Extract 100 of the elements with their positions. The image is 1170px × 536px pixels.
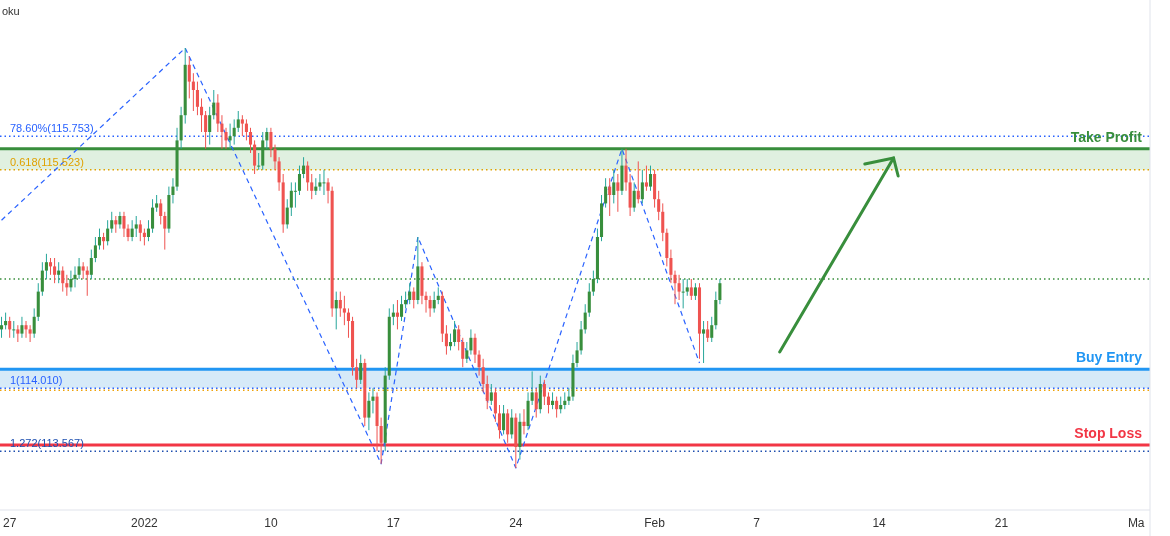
candlestick	[16, 324, 20, 343]
candlestick	[542, 379, 546, 406]
annotation: 1(114.010)	[10, 374, 63, 387]
x-tick-label: 7	[753, 516, 761, 530]
x-tick-label: 10	[264, 516, 278, 530]
annotation: 0.618(115.523)	[10, 155, 84, 168]
candlestick	[636, 160, 640, 204]
candlestick	[648, 165, 653, 192]
candlestick	[555, 396, 559, 419]
candlestick	[118, 211, 122, 230]
candlestick	[285, 198, 289, 230]
candlestick	[269, 127, 273, 158]
candlestick	[322, 169, 326, 196]
candlestick	[608, 177, 612, 217]
x-tick-label: Feb	[644, 516, 666, 530]
candlestick	[232, 118, 236, 146]
candlestick	[122, 211, 126, 238]
candlestick	[367, 391, 371, 431]
candlestick	[151, 198, 155, 234]
ref-line-label: Buy Entry	[1075, 349, 1143, 366]
annotation: 78.60%(115.753)	[10, 122, 94, 135]
candlestick	[106, 219, 110, 246]
candlestick	[138, 219, 142, 242]
candlestick	[412, 286, 416, 309]
candlestick	[0, 316, 4, 339]
candlestick	[657, 190, 661, 221]
x-tick-label: 17	[386, 516, 401, 530]
candlestick	[497, 404, 502, 440]
candlestick	[689, 278, 693, 301]
candlestick	[469, 328, 473, 356]
candlestick	[8, 316, 12, 339]
candlestick	[444, 324, 448, 356]
candlestick	[408, 282, 412, 305]
candlestick	[236, 110, 240, 133]
candlestick	[534, 387, 538, 419]
candlestick	[583, 303, 587, 335]
candlestick	[632, 181, 636, 213]
candlestick	[289, 181, 293, 217]
candlestick	[612, 169, 616, 204]
candlestick	[195, 81, 199, 116]
candlestick	[200, 97, 204, 133]
candlestick	[306, 160, 310, 192]
candlestick	[604, 177, 608, 209]
candlestick	[163, 211, 167, 251]
ref-line-label: Take Profit	[1070, 128, 1143, 145]
candlestick	[110, 211, 114, 234]
candlestick	[244, 118, 248, 141]
candlestick	[391, 303, 395, 326]
candlestick	[53, 257, 57, 284]
x-tick-label: 2022	[131, 516, 159, 530]
candlestick	[489, 383, 493, 406]
x-tick-label: 21	[994, 516, 1009, 530]
candlestick	[65, 274, 69, 297]
candlestick	[546, 391, 550, 414]
candlestick	[485, 375, 489, 410]
candlestick	[616, 173, 620, 213]
candlestick	[522, 408, 526, 435]
candlestick	[208, 106, 212, 146]
candlestick	[293, 181, 297, 209]
candlestick	[702, 320, 706, 364]
x-tick-label: 27	[3, 516, 17, 530]
candlestick	[310, 173, 314, 200]
candlestick	[644, 165, 648, 192]
candlestick	[400, 295, 404, 322]
candlestick	[61, 265, 65, 293]
candlestick	[338, 291, 342, 318]
candlestick	[248, 127, 253, 154]
candlestick	[146, 219, 150, 242]
candlestick	[510, 408, 514, 440]
candlestick	[461, 337, 465, 368]
candlestick	[457, 324, 461, 351]
ref-line-label: Stop Loss	[1074, 424, 1143, 441]
candlestick	[342, 295, 346, 326]
candlestick	[428, 295, 432, 318]
candlestick	[12, 320, 16, 339]
candlestick	[134, 215, 138, 238]
candlestick	[710, 316, 714, 343]
x-tick-label: 24	[509, 516, 523, 530]
candlestick	[706, 320, 710, 343]
candlestick	[216, 93, 220, 133]
candlestick	[28, 324, 32, 343]
candlestick	[302, 156, 306, 179]
candlestick	[506, 408, 510, 444]
candlestick	[334, 291, 338, 330]
candlestick	[240, 114, 244, 137]
candlestick	[395, 299, 399, 330]
candlestick	[212, 89, 216, 120]
candlestick	[355, 358, 359, 389]
candlestick	[85, 265, 89, 297]
candlestick	[661, 202, 665, 242]
candlestick	[191, 72, 195, 112]
candlestick	[346, 307, 350, 339]
candlestick	[24, 320, 28, 339]
candlestick	[257, 152, 261, 171]
candlestick	[159, 198, 163, 225]
candlestick	[669, 249, 673, 284]
candlestick	[187, 55, 191, 99]
candlestick	[204, 110, 208, 150]
candlestick	[481, 358, 485, 393]
candlestick	[130, 219, 134, 242]
